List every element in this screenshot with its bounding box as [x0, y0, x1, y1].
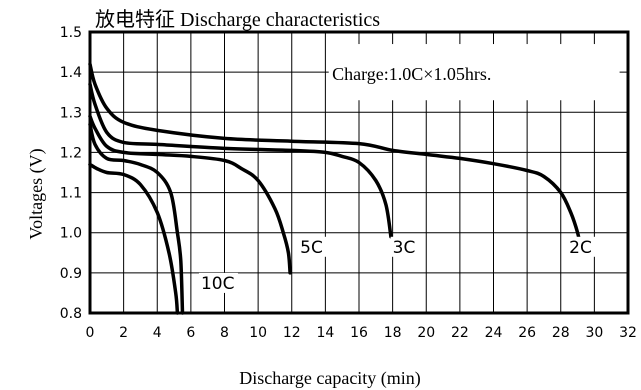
y-axis-label: Voltages (V) [26, 148, 47, 239]
x-tick-labels: 0 2 4 6 8 10 12 14 16 18 20 22 24 26 28 30 32 [86, 325, 637, 341]
x-tick-label: 0 [86, 325, 95, 341]
series-label-bg [298, 236, 327, 257]
plot-frame [88, 30, 630, 315]
x-tick-label: 6 [186, 325, 195, 341]
series-label-2c: 2C [569, 238, 592, 258]
series-line-5c [88, 114, 292, 275]
series-label-bg [567, 236, 596, 257]
x-tick-label: 18 [384, 325, 402, 341]
y-tick-label: 1.2 [60, 145, 82, 161]
annotation-background [328, 44, 620, 101]
chart-title: 放电特征 Discharge characteristics [95, 8, 380, 31]
series-label-5c: 5C [300, 238, 323, 258]
x-tick-label: 22 [451, 325, 469, 341]
x-tick-label: 12 [283, 325, 301, 341]
y-tick-label: 0.8 [60, 306, 82, 322]
y-tick-label: 1.5 [60, 25, 82, 41]
series-line-5 [88, 162, 180, 315]
series-lines [88, 62, 583, 315]
x-tick-label: 32 [619, 325, 637, 341]
x-axis-label: Discharge capacity (min) [239, 368, 421, 389]
series-line-10c [88, 122, 185, 315]
x-tick-label: 2 [119, 325, 128, 341]
y-tick-label: 1.1 [60, 186, 82, 202]
y-tick-labels: 0.8 0.9 1.0 1.1 1.2 1.3 1.4 1.5 [60, 25, 82, 322]
x-tick-label: 30 [585, 325, 603, 341]
x-tick-label: 16 [350, 325, 368, 341]
x-tick-label: 10 [249, 325, 267, 341]
series-label-3c: 3C [393, 238, 416, 258]
x-tick-label: 4 [153, 325, 162, 341]
y-tick-label: 1.0 [60, 226, 82, 242]
series-label-bg [390, 236, 419, 257]
annotation-box: Charge:1.0C×1.05hrs. [328, 44, 620, 101]
y-tick-label: 0.9 [60, 266, 82, 282]
x-tick-label: 20 [417, 325, 435, 341]
x-tick-label: 14 [316, 325, 334, 341]
annotation-text: Charge:1.0C×1.05hrs. [332, 64, 491, 84]
x-tick-label: 28 [552, 325, 570, 341]
x-tick-label: 8 [220, 325, 229, 341]
series-line-2c [88, 62, 583, 251]
y-tick-label: 1.3 [60, 105, 82, 121]
series-label-bg [198, 272, 238, 293]
x-tick-label: 24 [485, 325, 503, 341]
series-line-3c [88, 82, 393, 239]
series-label-10c: 10C [201, 274, 235, 294]
y-tick-label: 1.4 [60, 65, 82, 81]
x-tick-label: 26 [518, 325, 536, 341]
series-labels: 2C 3C 5C 10C [198, 236, 596, 294]
